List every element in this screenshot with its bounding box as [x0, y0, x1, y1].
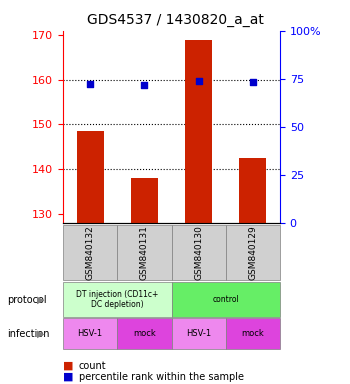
- Text: GSM840131: GSM840131: [140, 225, 149, 280]
- Text: HSV-1: HSV-1: [186, 329, 211, 338]
- Text: ■: ■: [63, 361, 74, 371]
- Text: GSM840130: GSM840130: [194, 225, 203, 280]
- Text: GSM840132: GSM840132: [86, 225, 94, 280]
- Text: percentile rank within the sample: percentile rank within the sample: [79, 372, 244, 382]
- Text: mock: mock: [241, 329, 264, 338]
- Bar: [185, 40, 212, 223]
- Text: ■: ■: [63, 372, 74, 382]
- Bar: [131, 178, 158, 223]
- Text: control: control: [212, 295, 239, 304]
- Text: GSM840129: GSM840129: [248, 225, 257, 280]
- Text: infection: infection: [7, 329, 49, 339]
- Text: DT injection (CD11c+
DC depletion): DT injection (CD11c+ DC depletion): [76, 290, 159, 309]
- Text: GDS4537 / 1430820_a_at: GDS4537 / 1430820_a_at: [86, 13, 264, 27]
- Text: ▶: ▶: [36, 295, 44, 305]
- Point: [196, 78, 202, 84]
- Point: [250, 79, 255, 85]
- Text: HSV-1: HSV-1: [78, 329, 103, 338]
- Text: count: count: [79, 361, 106, 371]
- Bar: [77, 131, 104, 223]
- Point: [141, 83, 147, 89]
- Point: [88, 81, 93, 87]
- Text: protocol: protocol: [7, 295, 47, 305]
- Bar: [239, 158, 266, 223]
- Text: mock: mock: [133, 329, 156, 338]
- Text: ▶: ▶: [36, 329, 44, 339]
